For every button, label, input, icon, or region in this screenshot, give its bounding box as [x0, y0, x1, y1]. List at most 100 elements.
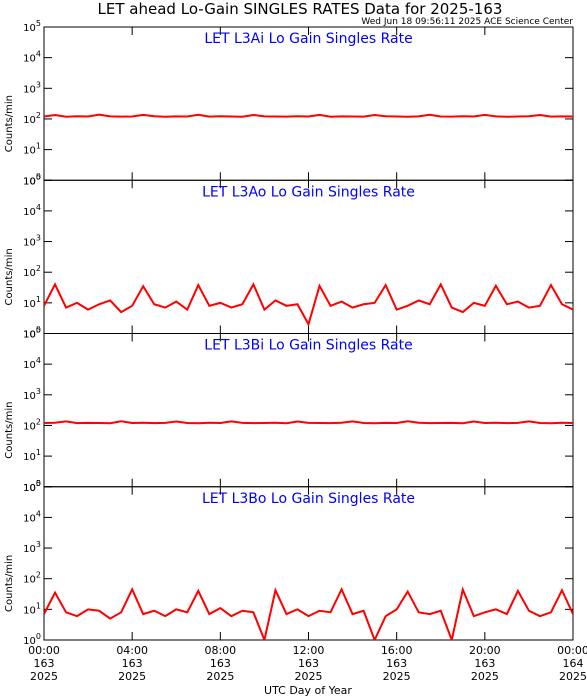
y-tick-label: 100 — [23, 172, 41, 187]
tick-base: 10 — [23, 421, 36, 432]
y-tick-label: 104 — [23, 203, 41, 218]
tick-base: 10 — [23, 299, 36, 310]
plot-frame — [43, 333, 574, 488]
tick-base: 10 — [23, 176, 36, 187]
tick-exp: 2 — [36, 111, 41, 120]
panel-title: LET L3Bi Lo Gain Singles Rate — [204, 338, 412, 354]
y-axis-label: Counts/min — [4, 402, 15, 459]
x-tick-year: 2025 — [118, 670, 146, 683]
x-tick-year: 2025 — [206, 670, 234, 683]
tick-base: 10 — [23, 146, 36, 157]
y-tick-label: 101 — [23, 448, 41, 463]
tick-exp: 0 — [36, 172, 41, 181]
tick-base: 10 — [23, 483, 36, 494]
x-tick-label: 12:00 — [293, 644, 325, 657]
y-tick-label: 103 — [23, 234, 41, 249]
tick-exp: 0 — [36, 632, 41, 641]
tick-exp: 5 — [36, 479, 41, 488]
y-tick-label: 104 — [23, 50, 41, 65]
tick-exp: 2 — [36, 571, 41, 580]
y-tick-label: 105 — [23, 326, 41, 341]
tick-base: 10 — [23, 176, 36, 187]
tick-exp: 5 — [36, 172, 41, 181]
tick-exp: 3 — [36, 234, 41, 243]
panel-title: LET L3Ai Lo Gain Singles Rate — [204, 31, 412, 47]
tick-exp: 1 — [36, 142, 41, 151]
x-tick-day: 163 — [298, 657, 319, 670]
tick-exp: 0 — [36, 326, 41, 335]
tick-base: 10 — [23, 544, 36, 555]
y-tick-label: 102 — [23, 111, 41, 126]
x-tick-year: 2025 — [559, 670, 587, 683]
y-tick-label: 105 — [23, 479, 41, 494]
y-tick-label: 101 — [23, 295, 41, 310]
tick-base: 10 — [23, 330, 36, 341]
y-tick-label: 102 — [23, 571, 41, 586]
tick-base: 10 — [23, 115, 36, 126]
y-tick-label: 102 — [23, 264, 41, 279]
tick-exp: 3 — [36, 80, 41, 89]
tick-exp: 5 — [36, 326, 41, 335]
y-tick-label: 102 — [23, 417, 41, 432]
y-tick-label: 103 — [23, 80, 41, 95]
tick-exp: 2 — [36, 264, 41, 273]
y-tick-label: 101 — [23, 601, 41, 616]
y-tick-label: 103 — [23, 540, 41, 555]
tick-exp: 4 — [36, 509, 41, 518]
x-tick-day: 163 — [122, 657, 143, 670]
tick-base: 10 — [23, 360, 36, 371]
x-tick-label: 08:00 — [204, 644, 236, 657]
data-line — [44, 282, 573, 327]
data-line — [44, 586, 573, 640]
tick-base: 10 — [23, 483, 36, 494]
tick-base: 10 — [23, 238, 36, 249]
tick-base: 10 — [23, 84, 36, 95]
y-tick-label: 105 — [23, 19, 41, 34]
y-tick-label: 100 — [23, 326, 41, 341]
y-tick-label: 104 — [23, 509, 41, 524]
x-tick-year: 2025 — [471, 670, 499, 683]
data-line — [44, 420, 573, 425]
tick-base: 10 — [23, 575, 36, 586]
y-tick-label: 104 — [23, 356, 41, 371]
tick-exp: 1 — [36, 601, 41, 610]
tick-exp: 5 — [36, 19, 41, 28]
x-tick-day: 163 — [386, 657, 407, 670]
x-tick-label: 20:00 — [469, 644, 501, 657]
tick-base: 10 — [23, 23, 36, 34]
x-axis-label: UTC Day of Year — [264, 684, 352, 697]
y-axis-label: Counts/min — [4, 555, 15, 612]
tick-base: 10 — [23, 330, 36, 341]
x-tick-day: 163 — [474, 657, 495, 670]
y-tick-label: 100 — [23, 632, 41, 647]
tick-base: 10 — [23, 636, 36, 647]
tick-base: 10 — [23, 207, 36, 218]
data-line — [44, 113, 573, 118]
x-tick-day: 163 — [210, 657, 231, 670]
x-tick-day: 164 — [563, 657, 584, 670]
tick-base: 10 — [23, 605, 36, 616]
tick-exp: 0 — [36, 479, 41, 488]
x-tick-label: 00:00 — [28, 644, 60, 657]
tick-exp: 3 — [36, 540, 41, 549]
plot-frame — [43, 26, 574, 181]
tick-base: 10 — [23, 452, 36, 463]
tick-exp: 1 — [36, 448, 41, 457]
y-tick-label: 100 — [23, 479, 41, 494]
x-tick-day: 163 — [34, 657, 55, 670]
tick-exp: 4 — [36, 50, 41, 59]
tick-exp: 4 — [36, 203, 41, 212]
tick-exp: 3 — [36, 387, 41, 396]
x-tick-year: 2025 — [295, 670, 323, 683]
panel-title: LET L3Ao Lo Gain Singles Rate — [202, 184, 415, 200]
y-tick-label: 103 — [23, 387, 41, 402]
x-tick-label: 00:00 — [557, 644, 587, 657]
chart-subtitle: Wed Jun 18 09:56:11 2025 ACE Science Cen… — [361, 17, 573, 27]
y-axis-label: Counts/min — [4, 95, 15, 152]
x-tick-label: 04:00 — [116, 644, 148, 657]
tick-base: 10 — [23, 268, 36, 279]
y-tick-label: 105 — [23, 172, 41, 187]
x-tick-label: 16:00 — [381, 644, 413, 657]
tick-exp: 1 — [36, 295, 41, 304]
tick-base: 10 — [23, 513, 36, 524]
